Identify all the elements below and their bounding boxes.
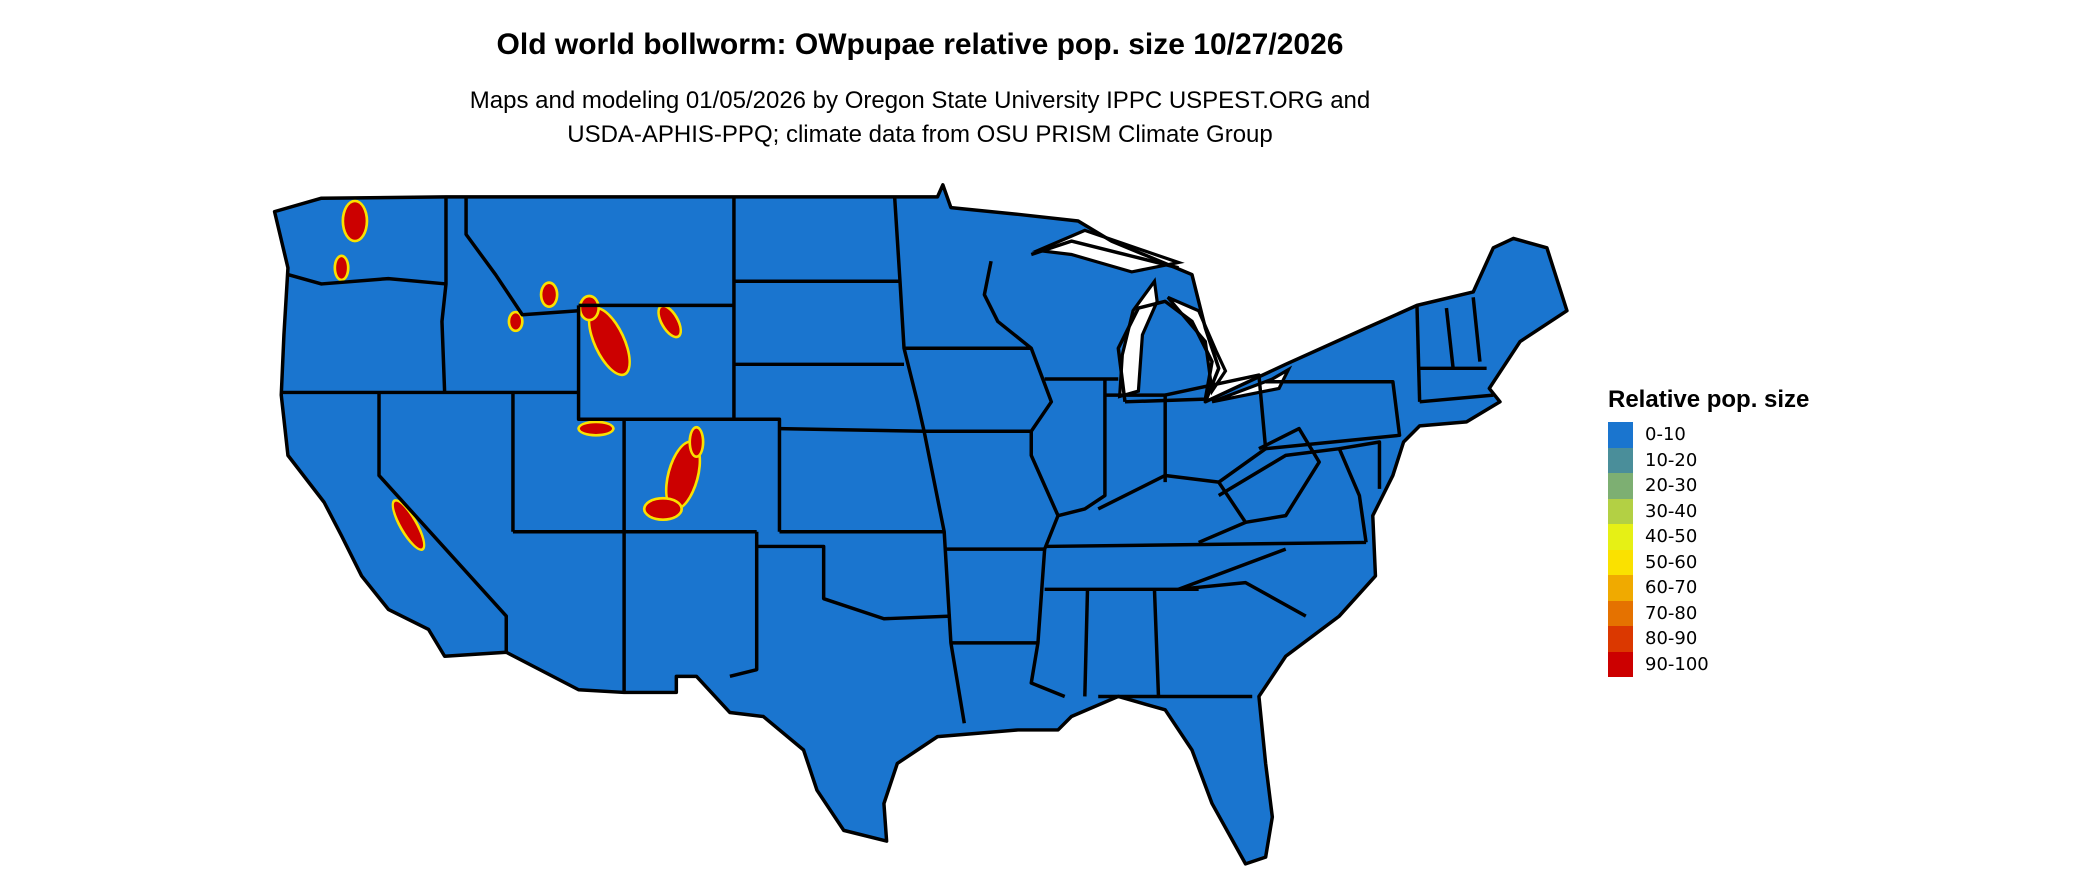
- legend-item: 80-90: [1608, 626, 1809, 652]
- legend-item: 70-80: [1608, 600, 1809, 626]
- hotspot: [510, 313, 521, 330]
- state-border: [1176, 547, 1287, 592]
- state-border: [1097, 373, 1268, 511]
- legend-item: 50-60: [1608, 549, 1809, 575]
- state-border: [1116, 299, 1214, 404]
- state-border: [1265, 379, 1402, 451]
- state-border: [464, 196, 579, 317]
- legend-swatch: [1608, 575, 1633, 601]
- state-border: [1057, 379, 1107, 518]
- state-border: [1044, 540, 1367, 549]
- state-border: [1083, 589, 1090, 697]
- legend-label: 0-10: [1645, 424, 1686, 446]
- legend-swatch: [1608, 473, 1633, 499]
- state-border: [1419, 393, 1494, 404]
- hotspot: [590, 309, 629, 374]
- state-border: [440, 196, 448, 393]
- us-outline: [274, 184, 1567, 864]
- state-border: [1444, 307, 1455, 369]
- state-border: [1044, 580, 1307, 618]
- legend-item: 20-30: [1608, 473, 1809, 499]
- legend-label: 20-30: [1645, 475, 1698, 497]
- subtitle-line-2: USDA-APHIS-PPQ; climate data from OSU PR…: [567, 121, 1273, 148]
- state-border: [1030, 239, 1179, 270]
- state-borders: [272, 183, 1569, 866]
- legend-label: 50-60: [1645, 551, 1698, 573]
- state-border: [576, 305, 782, 532]
- state-border: [779, 426, 925, 434]
- great-lake: [1211, 365, 1293, 404]
- state-border: [1245, 426, 1321, 525]
- map-subtitle: Maps and modeling 01/05/2026 by Oregon S…: [0, 84, 1840, 152]
- legend-swatch: [1608, 422, 1633, 448]
- state-border: [1415, 305, 1422, 402]
- subtitle-line-1: Maps and modeling 01/05/2026 by Oregon S…: [469, 87, 1371, 114]
- legend-item: 30-40: [1608, 498, 1809, 524]
- legend-label: 90-100: [1645, 653, 1709, 675]
- state-border: [754, 531, 951, 621]
- state-border: [377, 392, 508, 653]
- legend-title: Relative pop. size: [1608, 386, 1810, 413]
- hotspot: [344, 202, 366, 240]
- legend-swatch: [1608, 549, 1633, 575]
- state-border: [892, 196, 967, 724]
- legend-item: 10-20: [1608, 447, 1809, 473]
- map-title: Old world bollworm: OWpupae relative pop…: [496, 28, 1344, 61]
- legend-swatch: [1608, 626, 1633, 652]
- hotspot: [667, 442, 699, 508]
- legend-label: 80-90: [1645, 628, 1698, 650]
- legend-item: 90-100: [1608, 651, 1809, 677]
- legend-swatch: [1608, 498, 1633, 524]
- state-border: [287, 272, 447, 286]
- hotspot: [579, 423, 613, 434]
- legend-label: 60-70: [1645, 577, 1698, 599]
- legend-swatch: [1608, 524, 1633, 550]
- legend-label: 70-80: [1645, 602, 1698, 624]
- hotspot: [542, 283, 556, 306]
- hotspot: [393, 501, 424, 549]
- state-border: [729, 546, 759, 679]
- hotspot: [645, 499, 681, 519]
- state-border: [1471, 297, 1482, 362]
- legend-swatch: [1608, 651, 1633, 677]
- legend-swatch: [1608, 600, 1633, 626]
- legend-label: 10-20: [1645, 449, 1698, 471]
- hotspot: [659, 307, 680, 336]
- legend-item: 40-50: [1608, 524, 1809, 550]
- legend-label: 40-50: [1645, 526, 1698, 548]
- state-border: [1338, 440, 1382, 489]
- legend-item: 60-70: [1608, 575, 1809, 601]
- hotspot: [336, 257, 347, 279]
- state-border: [982, 260, 1066, 699]
- legend-label: 30-40: [1645, 500, 1698, 522]
- hotspot: [691, 428, 702, 456]
- hotspot: [581, 297, 598, 319]
- legend-swatch: [1608, 447, 1633, 473]
- legend-item: 0-10: [1608, 422, 1809, 448]
- legend: Relative pop. size 0-10 10-20 20-30 30-40 40…: [1608, 386, 1809, 677]
- hotspot-layer: [333, 199, 705, 551]
